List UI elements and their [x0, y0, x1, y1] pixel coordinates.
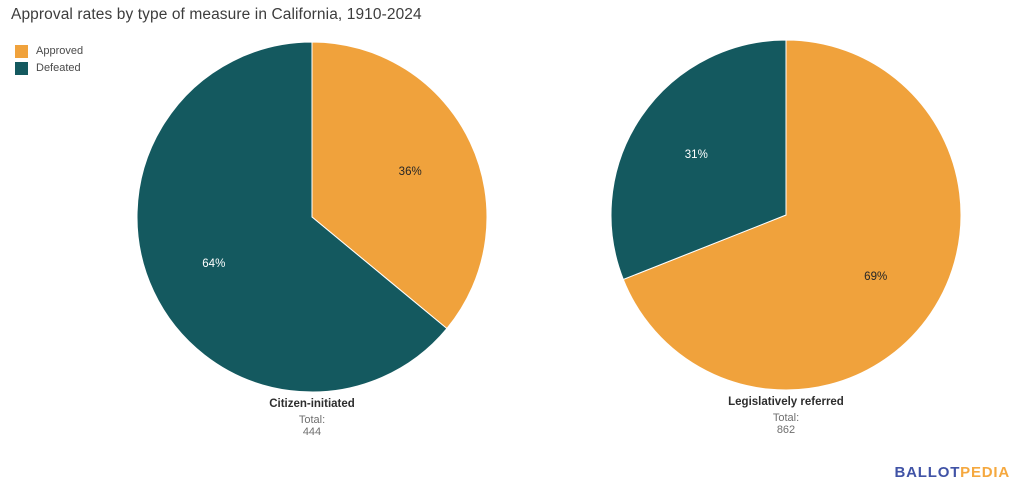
legend-label: Approved [36, 45, 84, 57]
slice-percent-label-approved: 69% [864, 271, 887, 283]
pie-total-value: 862 [776, 424, 796, 436]
logo-pedia-text: PEDIA [960, 464, 1010, 481]
legend-item-approved: Approved [15, 43, 83, 59]
slice-percent-label-defeated: 64% [202, 258, 225, 270]
pie-slice-approved [311, 41, 488, 330]
pie-chart-citizen-initiated: 36% 64% Citizen-initiated Total: 444 [136, 41, 488, 438]
chart-title: Approval rates by type of measure in Cal… [11, 6, 422, 23]
pie-title: Citizen-initiated [269, 398, 355, 410]
slice-percent-label-defeated: 31% [685, 149, 708, 161]
pie-title: Legislatively referred [728, 396, 844, 408]
pie-total-label: Total: [298, 414, 326, 426]
pie-caption: Legislatively referred Total: 862 [610, 396, 962, 436]
legend-label: Defeated [36, 62, 81, 74]
legend: Approved Defeated [15, 43, 83, 77]
pie-caption: Citizen-initiated Total: 444 [136, 398, 488, 438]
pie-slice-defeated [610, 39, 787, 281]
legend-swatch-defeated [15, 61, 28, 75]
ballotpedia-logo: BALLOTPEDIA [895, 464, 1010, 481]
legend-swatch-approved [15, 44, 28, 58]
pie-slice-approved [622, 39, 962, 391]
pie-total-value: 444 [302, 426, 322, 438]
pie-svg-citizen-initiated: 36% 64% [136, 41, 488, 393]
legend-item-defeated: Defeated [15, 60, 83, 76]
logo-ballot-text: BALLOT [894, 464, 961, 481]
pie-slice-defeated [136, 41, 448, 393]
slice-percent-label-approved: 36% [399, 166, 422, 178]
pie-svg-legislatively-referred: 69% 31% [610, 39, 962, 391]
pie-chart-legislatively-referred: 69% 31% Legislatively referred Total: 862 [610, 39, 962, 436]
pie-total-label: Total: [772, 412, 800, 424]
